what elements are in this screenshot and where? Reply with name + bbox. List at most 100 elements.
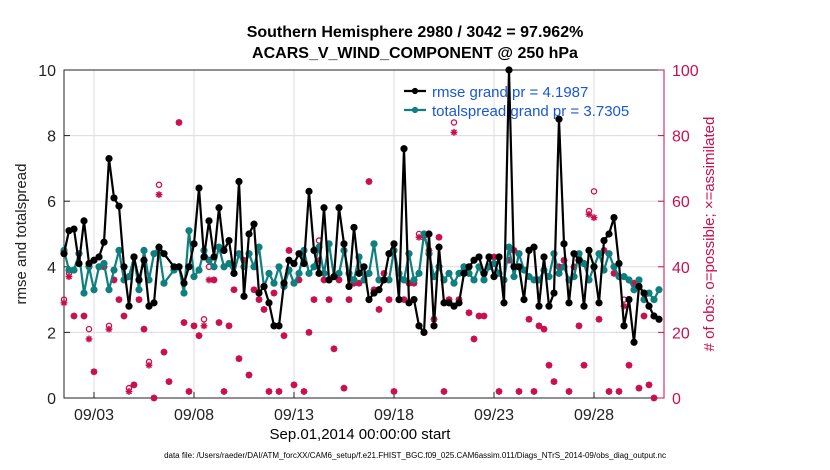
rmse-point — [305, 187, 313, 195]
obs-assimilated-marker — [400, 296, 408, 303]
obs-assimilated-marker — [230, 286, 238, 294]
rmse-point — [590, 263, 598, 271]
obs-assimilated-marker — [85, 335, 93, 343]
rmse-point — [215, 204, 223, 212]
rmse-point — [500, 299, 508, 307]
obs-assimilated-marker — [135, 296, 143, 303]
totalspread-point — [195, 266, 203, 274]
rmse-point — [320, 204, 328, 212]
rmse-point — [105, 154, 113, 163]
rmse-point — [445, 299, 453, 307]
rmse-point — [430, 322, 438, 330]
obs-assimilated-marker — [70, 312, 78, 320]
totalspread-point — [595, 250, 603, 258]
rmse-point — [180, 279, 188, 287]
obs-assimilated-marker — [200, 322, 208, 330]
rmse-point — [460, 269, 468, 277]
obs-assimilated-marker — [535, 322, 543, 330]
totalspread-point — [400, 276, 408, 284]
totalspread-point — [415, 269, 423, 277]
obs-assimilated-marker — [390, 388, 398, 395]
x-axis-label: Sep.01,2014 00:00:00 start — [269, 426, 451, 443]
y-left-tick-label: 2 — [47, 325, 56, 342]
rmse-point — [375, 286, 383, 294]
obs-assimilated-marker — [620, 302, 628, 310]
obs-assimilated-marker — [190, 322, 198, 330]
rmse-point — [225, 236, 233, 245]
obs-assimilated-marker — [90, 368, 98, 376]
obs-assimilated-marker — [235, 355, 243, 363]
totalspread-point — [110, 266, 118, 274]
rmse-point — [230, 269, 238, 277]
rmse-point — [80, 217, 88, 225]
obs-assimilated-marker — [335, 276, 343, 284]
obs-assimilated-marker — [325, 296, 333, 303]
obs-assimilated-marker — [320, 276, 328, 284]
rmse-point — [585, 246, 593, 254]
obs-assimilated-marker — [345, 296, 353, 303]
rmse-point — [425, 230, 433, 238]
legend-rmse-swatch-marker — [411, 87, 419, 95]
obs-assimilated-marker — [245, 371, 253, 379]
rmse-point — [470, 256, 478, 264]
obs-assimilated-marker — [110, 276, 118, 284]
obs-assimilated-marker — [340, 384, 348, 392]
rmse-point — [455, 299, 463, 307]
obs-assimilated-marker — [580, 361, 588, 369]
x-tick-label: 09/03 — [74, 407, 114, 424]
obs-assimilated-marker — [450, 128, 458, 136]
obs-assimilated-marker — [595, 315, 603, 323]
obs-assimilated-marker — [480, 312, 488, 320]
rmse-point — [190, 240, 198, 248]
rmse-point — [555, 115, 563, 123]
rmse-point — [295, 250, 303, 258]
obs-assimilated-marker — [290, 381, 298, 389]
rmse-point — [390, 240, 398, 248]
rmse-point — [315, 269, 323, 277]
obs-assimilated-marker — [130, 381, 138, 389]
obs-assimilated-marker — [250, 286, 258, 294]
x-tick-label: 09/08 — [174, 407, 214, 424]
obs-assimilated-marker — [435, 233, 443, 241]
obs-assimilated-marker — [240, 256, 248, 264]
rmse-point — [70, 225, 78, 233]
rmse-point — [280, 279, 288, 287]
obs-assimilated-marker — [295, 276, 303, 284]
rmse-point — [415, 322, 423, 330]
rmse-point — [640, 289, 648, 297]
totalspread-point — [370, 240, 378, 248]
obs-assimilated-marker — [440, 388, 448, 395]
rmse-point — [525, 246, 533, 254]
rmse-point — [240, 292, 248, 300]
totalspread-point — [630, 286, 638, 294]
obs-assimilated-marker — [640, 312, 648, 320]
rmse-point — [485, 253, 493, 261]
totalspread-point — [350, 276, 358, 284]
totalspread-point — [625, 276, 633, 284]
obs-assimilated-marker — [140, 325, 148, 333]
totalspread-point — [555, 269, 563, 277]
obs-possible-marker — [450, 119, 458, 126]
obs-assimilated-marker — [185, 388, 193, 395]
rmse-point — [340, 240, 348, 248]
y-right-tick-label: 0 — [672, 391, 681, 408]
y-right-tick-label: 100 — [672, 63, 699, 80]
rmse-point — [410, 296, 418, 304]
rmse-point — [655, 315, 663, 323]
rmse-point — [420, 328, 428, 336]
legend-totalspread-swatch-marker — [411, 106, 419, 114]
rmse-point — [580, 302, 588, 310]
rmse-point — [505, 66, 513, 74]
obs-assimilated-marker — [565, 388, 573, 395]
totalspread-point — [265, 269, 273, 277]
rmse-point — [355, 269, 363, 277]
obs-assimilated-marker — [380, 269, 388, 277]
totalspread-point — [80, 289, 88, 297]
obs-assimilated-marker — [475, 312, 483, 320]
rmse-point — [200, 253, 208, 261]
y-left-tick-label: 8 — [47, 129, 56, 146]
rmse-point — [475, 253, 483, 261]
rmse-point — [110, 194, 118, 202]
obs-assimilated-marker — [415, 233, 423, 241]
